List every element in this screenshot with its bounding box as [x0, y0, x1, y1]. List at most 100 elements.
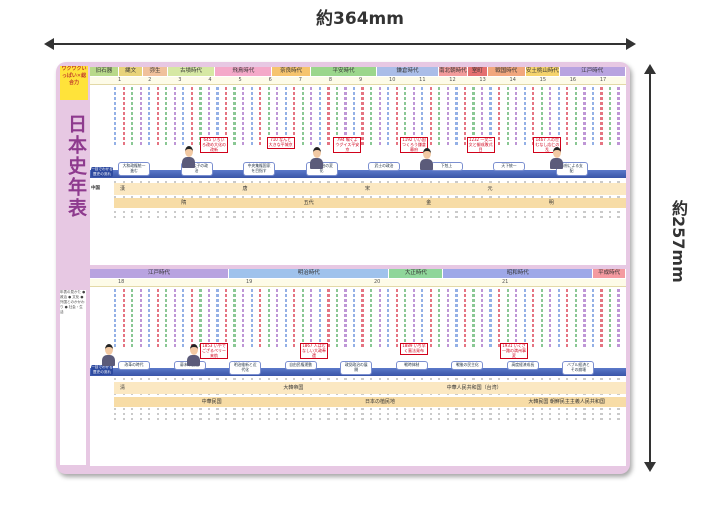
- event-column: [139, 289, 142, 347]
- event-column: [429, 87, 432, 145]
- event-column-lower: [600, 171, 603, 221]
- event-column-lower: [429, 171, 432, 221]
- event-column: [421, 87, 424, 145]
- flow-event-box: 下剋上: [430, 162, 463, 171]
- century-tick: 10: [389, 77, 396, 83]
- event-column: [335, 289, 339, 347]
- date-mnemonic-callout: 710 なんと大きな平城京: [266, 137, 295, 149]
- event-column: [267, 289, 270, 347]
- person-figure-icon: [310, 147, 323, 169]
- event-column-lower: [284, 171, 287, 221]
- event-column: [139, 87, 142, 145]
- event-column: [233, 87, 236, 145]
- date-mnemonic-callout: 794 鳴くよウグイス平安京: [333, 137, 362, 154]
- event-column: [310, 289, 313, 347]
- event-column: [318, 289, 321, 347]
- dynasty-band: [114, 183, 626, 195]
- event-column: [267, 87, 270, 145]
- event-column: [463, 289, 467, 347]
- event-column: [412, 87, 415, 145]
- event-column-lower: [173, 171, 176, 221]
- event-column: [156, 289, 159, 347]
- event-column-lower: [361, 171, 364, 221]
- era-segment: 大正時代: [389, 269, 444, 278]
- date-mnemonic-callout: 645 いろいろ改め大化の改新: [200, 137, 228, 154]
- event-column-lower: [131, 171, 134, 221]
- event-column: [276, 289, 279, 347]
- event-column: [540, 289, 543, 347]
- event-column: [259, 87, 262, 145]
- event-column: [455, 289, 458, 347]
- event-column-lower: [233, 171, 236, 221]
- event-column: [472, 289, 475, 347]
- event-column: [378, 87, 381, 145]
- event-column-lower: [438, 171, 441, 221]
- event-column: [506, 289, 509, 347]
- event-column-lower: [344, 171, 347, 221]
- dynasty-label: 宋: [365, 186, 371, 192]
- event-column: [293, 87, 296, 145]
- century-tick: 7: [298, 77, 302, 83]
- era-segment: 古墳時代: [167, 67, 216, 76]
- event-column: [574, 87, 577, 145]
- dynasty-label: 五代: [303, 200, 314, 206]
- event-column: [566, 87, 569, 145]
- event-column-lower: [242, 171, 245, 221]
- event-column-lower: [165, 171, 168, 221]
- event-column: [438, 289, 441, 347]
- product-badge: ワクワクいっぱい✕総合力: [60, 66, 88, 100]
- height-dimension-label: 約257mm: [669, 200, 688, 283]
- dynasty-band: [114, 382, 626, 394]
- event-column: [216, 87, 219, 145]
- era-segment: 昭和時代: [443, 269, 594, 278]
- century-tick: 14: [509, 77, 516, 83]
- event-column: [182, 289, 185, 347]
- century-tick: 8: [328, 77, 332, 83]
- event-column: [131, 87, 134, 145]
- era-segment: 飛鳥時代: [215, 67, 273, 76]
- event-column-lower: [216, 171, 219, 221]
- event-column: [352, 87, 356, 145]
- event-column-lower: [489, 171, 492, 221]
- flow-event-box: 中央集権国家を目指す: [243, 162, 275, 176]
- date-mnemonic-callout: 1867 人はむなしい大政奉還: [300, 343, 328, 360]
- event-column: [557, 289, 560, 347]
- event-column-lower: [532, 171, 535, 221]
- dynasty-band-2: [114, 397, 626, 407]
- event-column: [327, 289, 330, 347]
- flow-event-box: 政党政治の展開: [340, 361, 373, 375]
- event-column-lower: [549, 171, 552, 221]
- era-segment: 戦国時代: [487, 67, 526, 76]
- event-column: [352, 289, 356, 347]
- dynasty-label: 隋: [181, 200, 187, 206]
- person-figure-icon: [182, 146, 195, 168]
- dynasty-band-2: [114, 198, 626, 208]
- flow-event-box: 大和政権統一進む: [118, 162, 150, 176]
- event-column: [361, 289, 364, 347]
- century-tick: 11: [419, 77, 426, 83]
- era-segment: 縄文: [119, 67, 144, 76]
- event-column: [446, 87, 449, 145]
- event-column: [190, 87, 193, 145]
- event-column-lower: [455, 171, 458, 221]
- event-column: [532, 87, 535, 145]
- century-ruler: 1 2 3 4 5 6 7 8 9 10 11 12 13 14 15 16 17: [90, 77, 626, 85]
- dynasty-label: 中華人民共和国（台湾）: [446, 385, 502, 391]
- flow-event-box: 天下統一: [493, 162, 525, 171]
- event-column: [480, 87, 484, 145]
- event-column: [463, 87, 467, 145]
- era-segment: 南北朝時代: [438, 67, 468, 76]
- event-column-lower: [293, 171, 296, 221]
- flow-event-box: 高度経済成長: [506, 361, 539, 370]
- history-flow-band: [90, 170, 626, 178]
- event-column-lower: [583, 171, 586, 221]
- event-column: [583, 289, 586, 347]
- event-column: [344, 289, 347, 347]
- dynasty-label: 日本の植民地: [365, 399, 396, 405]
- flow-label: 一目でわかる歴史の流れ: [91, 365, 113, 375]
- era-segment: 旧石器: [90, 67, 120, 76]
- event-column: [114, 87, 117, 145]
- event-column: [574, 289, 577, 347]
- event-column: [608, 87, 612, 145]
- flow-event-box: 明治維新と近代化: [229, 361, 262, 375]
